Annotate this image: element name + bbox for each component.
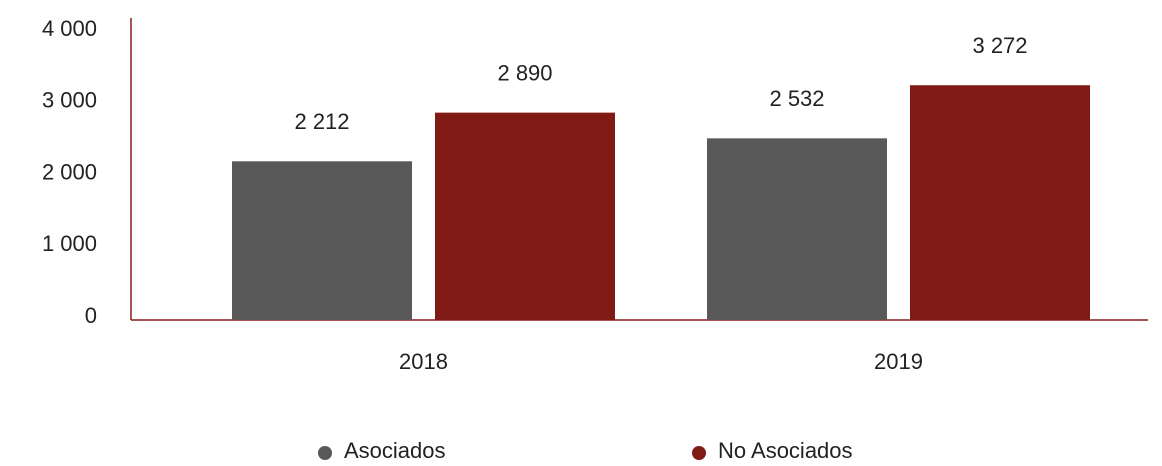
x-tick-label: 2019: [874, 349, 923, 374]
bar: [910, 85, 1090, 320]
y-tick-label: 1 000: [42, 231, 97, 256]
y-tick-label: 3 000: [42, 88, 97, 113]
y-tick-label: 0: [85, 303, 97, 328]
legend-marker: [692, 446, 706, 460]
bar: [435, 112, 615, 320]
value-label: 2 890: [497, 60, 552, 85]
value-label: 2 212: [294, 109, 349, 134]
legend-marker: [318, 446, 332, 460]
y-tick-label: 2 000: [42, 159, 97, 184]
bar: [707, 138, 887, 320]
legend-label: No Asociados: [718, 438, 853, 463]
x-tick-label: 2018: [399, 349, 448, 374]
bar: [232, 161, 412, 320]
value-label: 2 532: [769, 86, 824, 111]
y-tick-label: 4 000: [42, 16, 97, 41]
legend-label: Asociados: [344, 438, 446, 463]
value-label: 3 272: [972, 33, 1027, 58]
